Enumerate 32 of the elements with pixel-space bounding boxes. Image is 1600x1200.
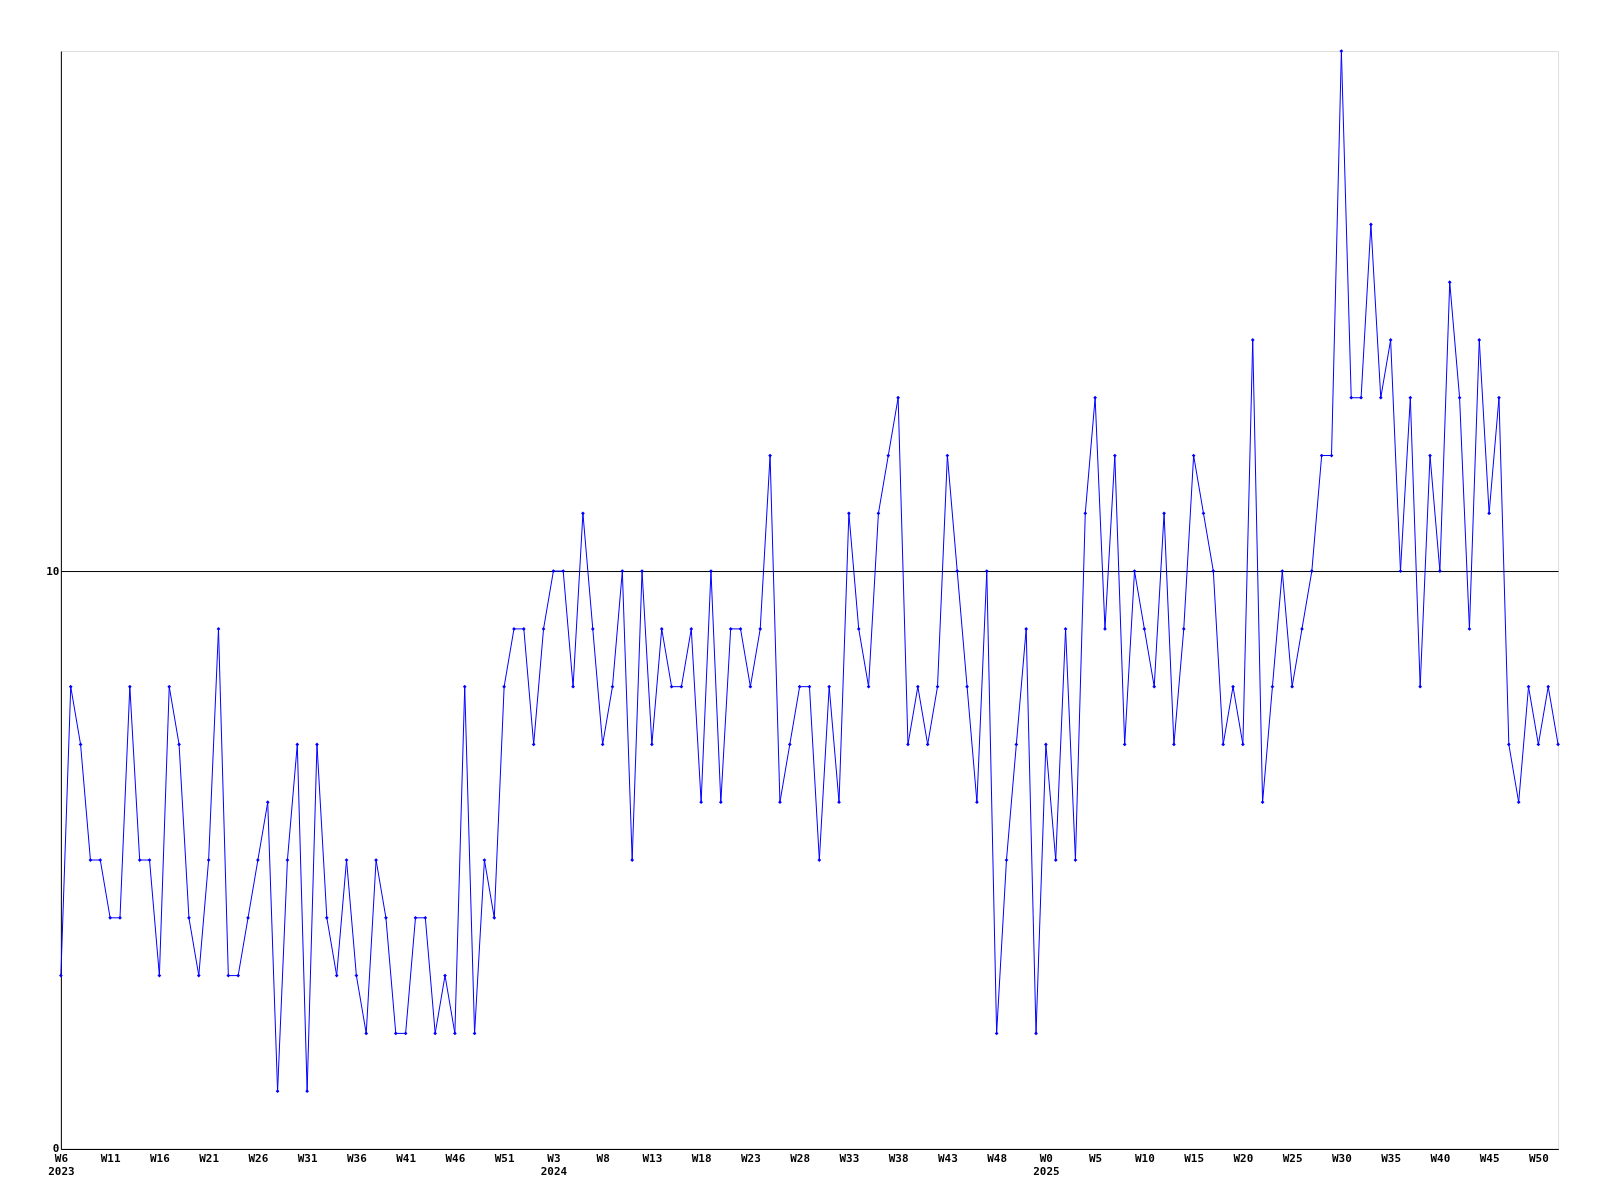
x-tick-label: W0 2025 bbox=[1033, 1152, 1060, 1179]
x-tick-label: W33 bbox=[839, 1152, 860, 1166]
x-tick-label: W35 bbox=[1381, 1152, 1402, 1166]
x-tick-label: W18 bbox=[691, 1152, 712, 1166]
x-tick-label: W45 bbox=[1479, 1152, 1500, 1166]
x-tick-label: W25 bbox=[1282, 1152, 1303, 1166]
x-tick-label: W11 bbox=[100, 1152, 121, 1166]
x-tick-label: W26 bbox=[248, 1152, 269, 1166]
x-tick-label: W13 bbox=[642, 1152, 663, 1166]
x-tick-label: W16 bbox=[149, 1152, 171, 1166]
x-tick-label: W48 bbox=[987, 1152, 1008, 1166]
x-tick-label: W51 bbox=[494, 1152, 515, 1166]
x-tick-label: W38 bbox=[888, 1152, 909, 1166]
x-tick-label: W31 bbox=[297, 1152, 318, 1166]
x-tick-label: W5 bbox=[1089, 1152, 1103, 1166]
x-tick-label: W3 2024 bbox=[540, 1152, 568, 1179]
x-tick-label: W10 bbox=[1134, 1152, 1155, 1166]
x-tick-label: W21 bbox=[199, 1152, 220, 1166]
x-tick-label: W23 bbox=[740, 1152, 761, 1166]
x-tick-label: W50 bbox=[1528, 1152, 1549, 1166]
x-tick-label: W8 bbox=[596, 1152, 610, 1166]
x-tick-label: W15 bbox=[1184, 1152, 1205, 1166]
x-tick-label: W43 bbox=[937, 1152, 958, 1166]
x-tick-label: W46 bbox=[445, 1152, 466, 1166]
x-tick-label: W28 bbox=[790, 1152, 811, 1166]
x-tick-label: W41 bbox=[396, 1152, 417, 1166]
x-tick-label: W36 bbox=[346, 1152, 368, 1166]
x-tick-label: W40 bbox=[1430, 1152, 1451, 1166]
x-tick-label: W6 2023 bbox=[48, 1152, 75, 1179]
x-tick-label: W30 bbox=[1331, 1152, 1352, 1166]
y-tick-label: 10 bbox=[46, 564, 60, 578]
x-tick-label: W20 bbox=[1233, 1152, 1254, 1166]
